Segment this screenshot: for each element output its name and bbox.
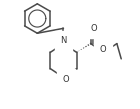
Text: N: N [60,36,67,45]
Text: O: O [91,24,97,33]
Text: O: O [63,75,69,83]
Text: O: O [100,45,107,54]
